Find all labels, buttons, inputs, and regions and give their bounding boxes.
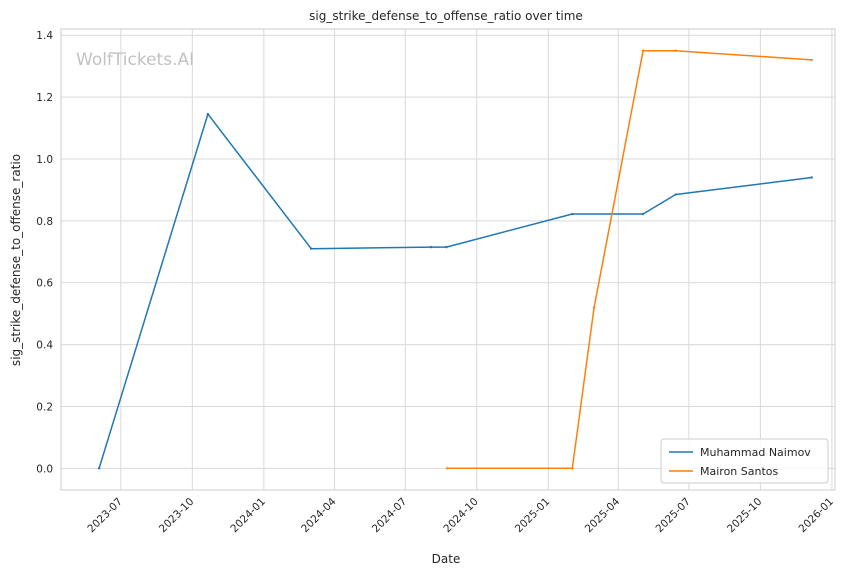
x-tick-label: 2025-10 <box>725 496 765 536</box>
data-point-muhammad-naimov <box>310 247 313 250</box>
y-tick-label: 0.8 <box>36 216 53 228</box>
data-point-muhammad-naimov <box>810 176 813 179</box>
legend: Muhammad Naimov Mairon Santos <box>660 438 829 484</box>
data-point-mairon-santos <box>674 49 677 52</box>
data-point-muhammad-naimov <box>97 467 101 470</box>
y-tick-labels: 0.0 0.2 0.4 0.6 0.8 1.0 1.2 1.4 <box>36 30 53 475</box>
x-tick-label: 2024-10 <box>441 496 481 536</box>
y-tick-label: 1.0 <box>36 154 53 166</box>
data-point-mairon-santos <box>571 467 574 470</box>
data-point-mairon-santos <box>810 58 813 62</box>
data-point-muhammad-naimov <box>641 212 645 216</box>
legend-box <box>660 438 829 484</box>
data-point-mairon-santos <box>592 306 596 309</box>
y-tick-label: 1.4 <box>36 30 53 42</box>
y-tick-label: 1.2 <box>36 92 53 104</box>
x-tick-label: 2023-07 <box>85 496 125 536</box>
y-tick-label: 0.2 <box>36 401 53 413</box>
data-point-muhammad-naimov <box>206 112 210 116</box>
watermark: WolfTickets.AI <box>76 50 194 70</box>
y-tick-label: 0.6 <box>36 278 53 290</box>
x-tick-label: 2024-07 <box>370 496 410 536</box>
y-tick-label: 0.0 <box>36 463 53 475</box>
chart-title: sig_strike_defense_to_offense_ratio over… <box>309 9 583 23</box>
y-tick-label: 0.4 <box>36 340 53 352</box>
x-tick-label: 2023-10 <box>157 496 197 536</box>
x-tick-label: 2024-04 <box>299 495 339 535</box>
x-tick-label: 2025-07 <box>654 496 694 536</box>
data-point-muhammad-naimov <box>445 245 448 249</box>
plot-frame <box>60 28 836 491</box>
series-line-mairon-santos <box>447 49 812 470</box>
x-tick-label: 2025-04 <box>583 495 623 535</box>
data-point-mairon-santos <box>641 49 645 52</box>
legend-label-mairon-santos: Mairon Santos <box>700 465 779 478</box>
x-tick-label: 2026-01 <box>797 496 837 536</box>
x-tick-label: 2024-01 <box>228 496 268 536</box>
legend-label-muhammad-naimov: Muhammad Naimov <box>700 446 811 459</box>
x-tick-label: 2025-01 <box>513 496 553 536</box>
grid <box>61 29 835 490</box>
plot-area <box>61 29 835 490</box>
series-layer <box>97 49 813 470</box>
data-point-muhammad-naimov <box>571 212 574 216</box>
x-tick-labels: 2023-07 2023-10 2024-01 2024-04 2024-07 2024-… <box>85 495 836 535</box>
data-point-muhammad-naimov <box>674 193 677 196</box>
x-axis-label: Date <box>432 552 461 566</box>
data-point-mairon-santos <box>446 467 449 470</box>
data-point-muhammad-naimov <box>429 245 433 249</box>
y-axis-label: sig_strike_defense_to_offense_ratio <box>9 154 23 366</box>
